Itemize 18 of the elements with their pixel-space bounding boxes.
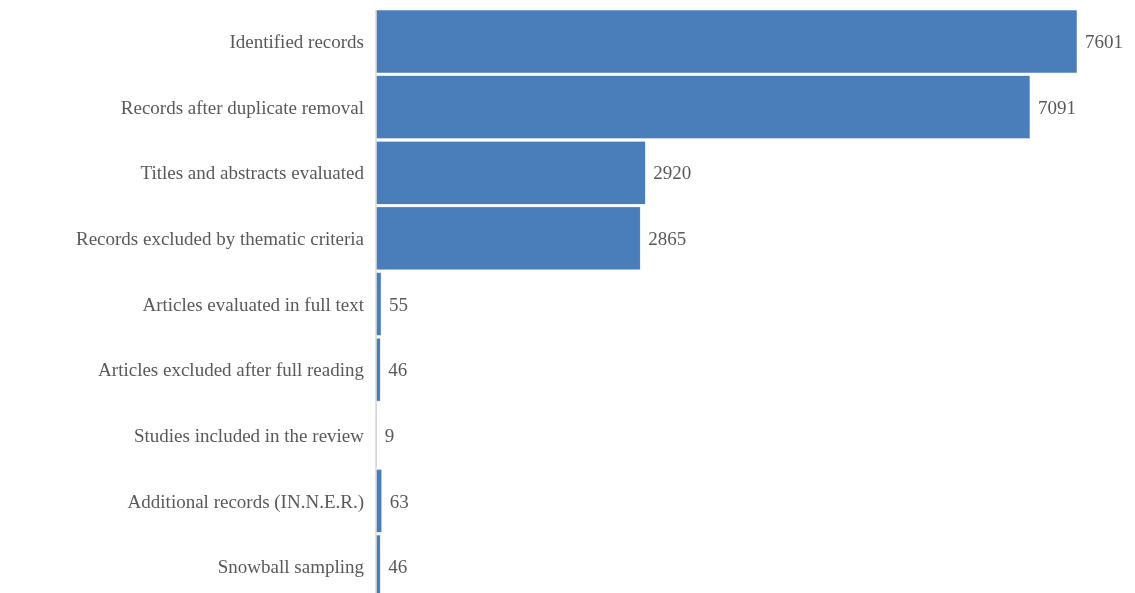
y-tick-label: Records excluded by thematic criteria [75,228,365,250]
data-label: 2865 [648,228,687,250]
y-tick-label: Additional records (IN.N.E.R.) [127,490,364,513]
y-tick-label: Articles excluded after full reading [98,359,365,381]
data-label: 46 [388,556,408,578]
y-tick-label: Identified records [229,31,364,53]
data-label: 63 [389,490,409,512]
y-tick-label: Records after duplicate removal [120,96,364,118]
data-label: 55 [389,293,409,315]
y-tick-label: Studies included in the review [133,424,365,446]
data-label: 46 [388,359,408,381]
data-label: 9 [384,424,395,446]
data-label: 7091 [1037,96,1076,118]
y-tick-label: Snowball sampling [217,556,365,578]
data-label: 7601 [1085,31,1123,53]
data-label: 2920 [653,162,692,184]
y-tick-label: Titles and abstracts evaluated [140,162,365,184]
y-tick-label: Articles evaluated in full text [142,293,365,315]
